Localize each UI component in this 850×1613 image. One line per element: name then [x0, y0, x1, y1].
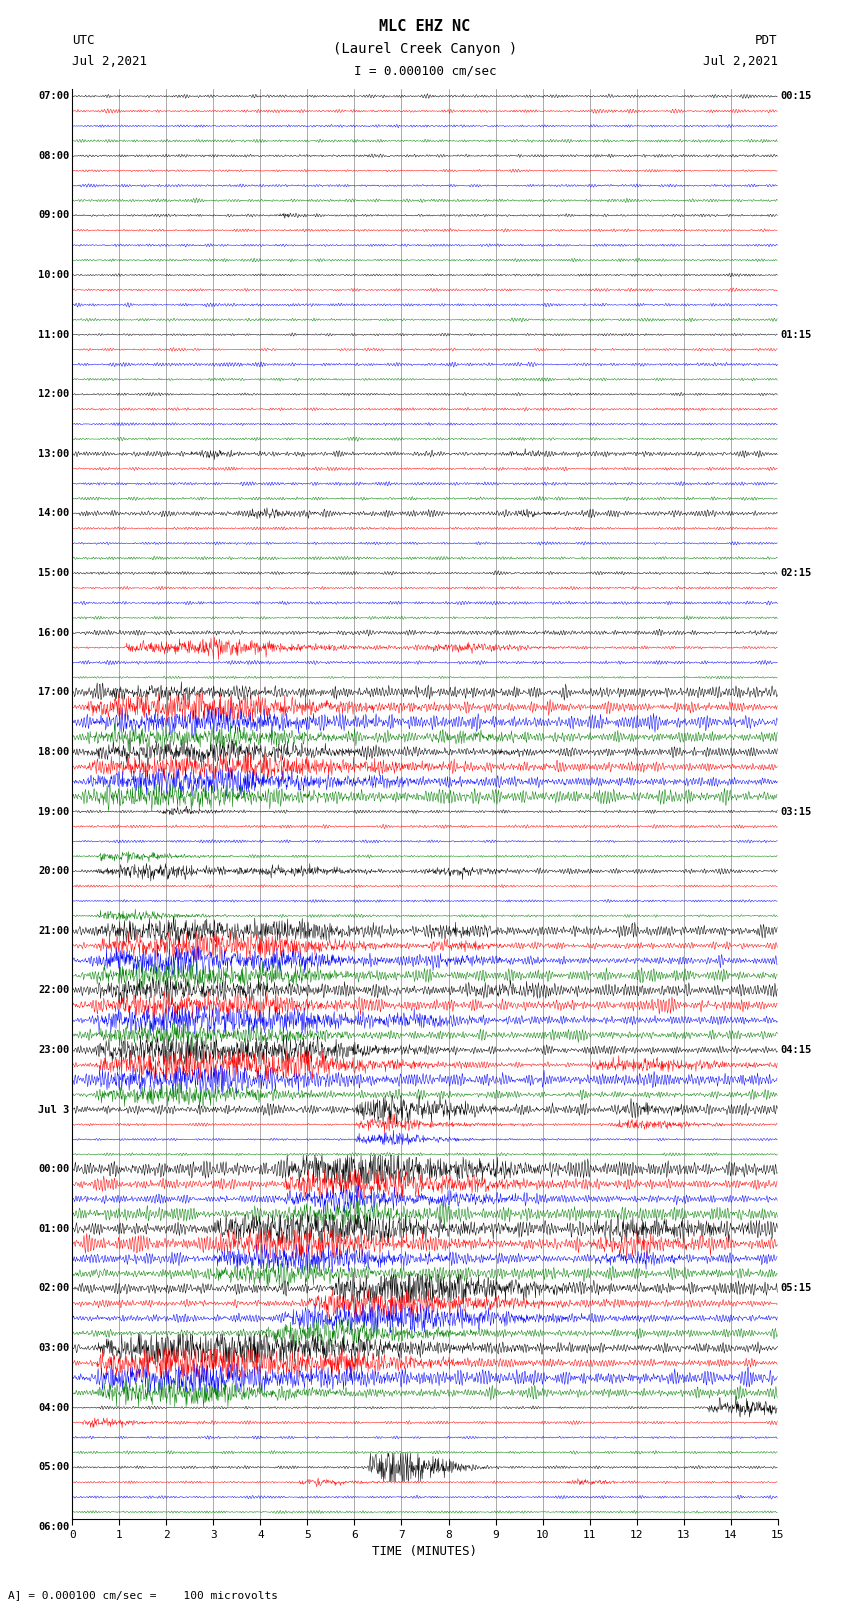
Text: 00:00: 00:00	[38, 1165, 70, 1174]
Text: A] = 0.000100 cm/sec =    100 microvolts: A] = 0.000100 cm/sec = 100 microvolts	[8, 1590, 279, 1600]
Text: 12:00: 12:00	[38, 389, 70, 400]
Text: 04:00: 04:00	[38, 1403, 70, 1413]
Text: 21:00: 21:00	[38, 926, 70, 936]
Text: PDT: PDT	[756, 34, 778, 47]
Text: (Laurel Creek Canyon ): (Laurel Creek Canyon )	[333, 42, 517, 56]
Text: 16:00: 16:00	[38, 627, 70, 637]
Text: MLC EHZ NC: MLC EHZ NC	[379, 19, 471, 34]
Text: 14:00: 14:00	[38, 508, 70, 518]
Text: 10:00: 10:00	[38, 269, 70, 281]
Text: 07:00: 07:00	[38, 92, 70, 102]
Text: 19:00: 19:00	[38, 806, 70, 816]
Text: 18:00: 18:00	[38, 747, 70, 756]
Text: 01:00: 01:00	[38, 1224, 70, 1234]
Text: Jul 2,2021: Jul 2,2021	[703, 55, 778, 68]
Text: 22:00: 22:00	[38, 986, 70, 995]
Text: I = 0.000100 cm/sec: I = 0.000100 cm/sec	[354, 65, 496, 77]
Text: 13:00: 13:00	[38, 448, 70, 458]
Text: 05:15: 05:15	[780, 1284, 812, 1294]
X-axis label: TIME (MINUTES): TIME (MINUTES)	[372, 1545, 478, 1558]
Text: 02:15: 02:15	[780, 568, 812, 577]
Text: 17:00: 17:00	[38, 687, 70, 697]
Text: 02:00: 02:00	[38, 1284, 70, 1294]
Text: 05:00: 05:00	[38, 1463, 70, 1473]
Text: Jul 3: Jul 3	[38, 1105, 70, 1115]
Text: 03:00: 03:00	[38, 1344, 70, 1353]
Text: 20:00: 20:00	[38, 866, 70, 876]
Text: 04:15: 04:15	[780, 1045, 812, 1055]
Text: 01:15: 01:15	[780, 329, 812, 340]
Text: 08:00: 08:00	[38, 150, 70, 161]
Text: 06:00: 06:00	[38, 1523, 70, 1532]
Text: 11:00: 11:00	[38, 329, 70, 340]
Text: 23:00: 23:00	[38, 1045, 70, 1055]
Text: 00:15: 00:15	[780, 92, 812, 102]
Text: 03:15: 03:15	[780, 806, 812, 816]
Text: UTC: UTC	[72, 34, 94, 47]
Text: Jul 2,2021: Jul 2,2021	[72, 55, 147, 68]
Text: 15:00: 15:00	[38, 568, 70, 577]
Text: 09:00: 09:00	[38, 210, 70, 221]
